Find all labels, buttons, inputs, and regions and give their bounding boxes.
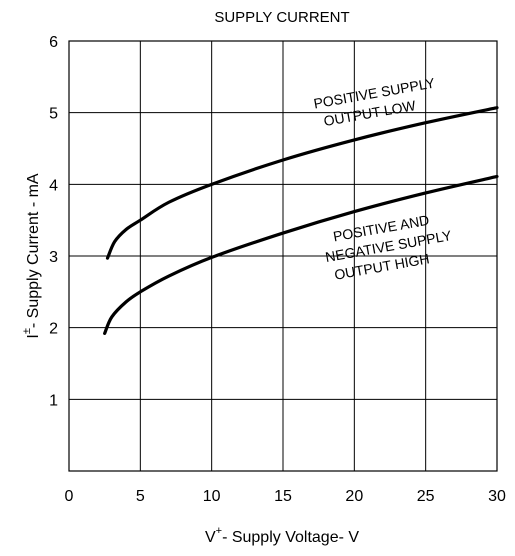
x-tick-label: 30 <box>488 488 506 505</box>
y-tick-label: 1 <box>49 392 58 409</box>
data-series <box>103 106 499 335</box>
chart-title: SUPPLY CURRENT <box>214 9 349 26</box>
x-tick-label: 15 <box>274 488 292 505</box>
y-axis-title: I±- Supply Current - mA <box>21 173 42 339</box>
x-tick-label: 0 <box>65 488 74 505</box>
y-tick-labels: 1 2 3 4 5 6 <box>49 34 58 409</box>
grid-lines <box>69 41 497 471</box>
y-tick-label: 5 <box>49 106 58 123</box>
series-label-positive-negative-supply: POSITIVE AND NEGATIVE SUPPLY OUTPUT HIGH <box>324 212 453 283</box>
x-tick-label: 5 <box>136 488 145 505</box>
plot-frame <box>68 40 498 472</box>
series-line-positive-negative-supply-output-high <box>103 174 499 335</box>
x-tick-label: 10 <box>203 488 221 505</box>
series-label-positive-supply: POSITIVE SUPPLY OUTPUT LOW <box>312 74 436 129</box>
y-tick-label: 4 <box>49 177 58 194</box>
y-tick-label: 2 <box>49 321 58 338</box>
x-tick-label: 20 <box>345 488 363 505</box>
y-tick-label: 6 <box>49 34 58 51</box>
x-tick-labels: 0 5 10 15 20 25 30 <box>65 488 506 505</box>
y-tick-label: 3 <box>49 249 58 266</box>
series-line-positive-supply-output-low <box>105 106 499 260</box>
x-tick-label: 25 <box>417 488 435 505</box>
x-axis-title: V+- Supply Voltage- V <box>205 525 359 546</box>
